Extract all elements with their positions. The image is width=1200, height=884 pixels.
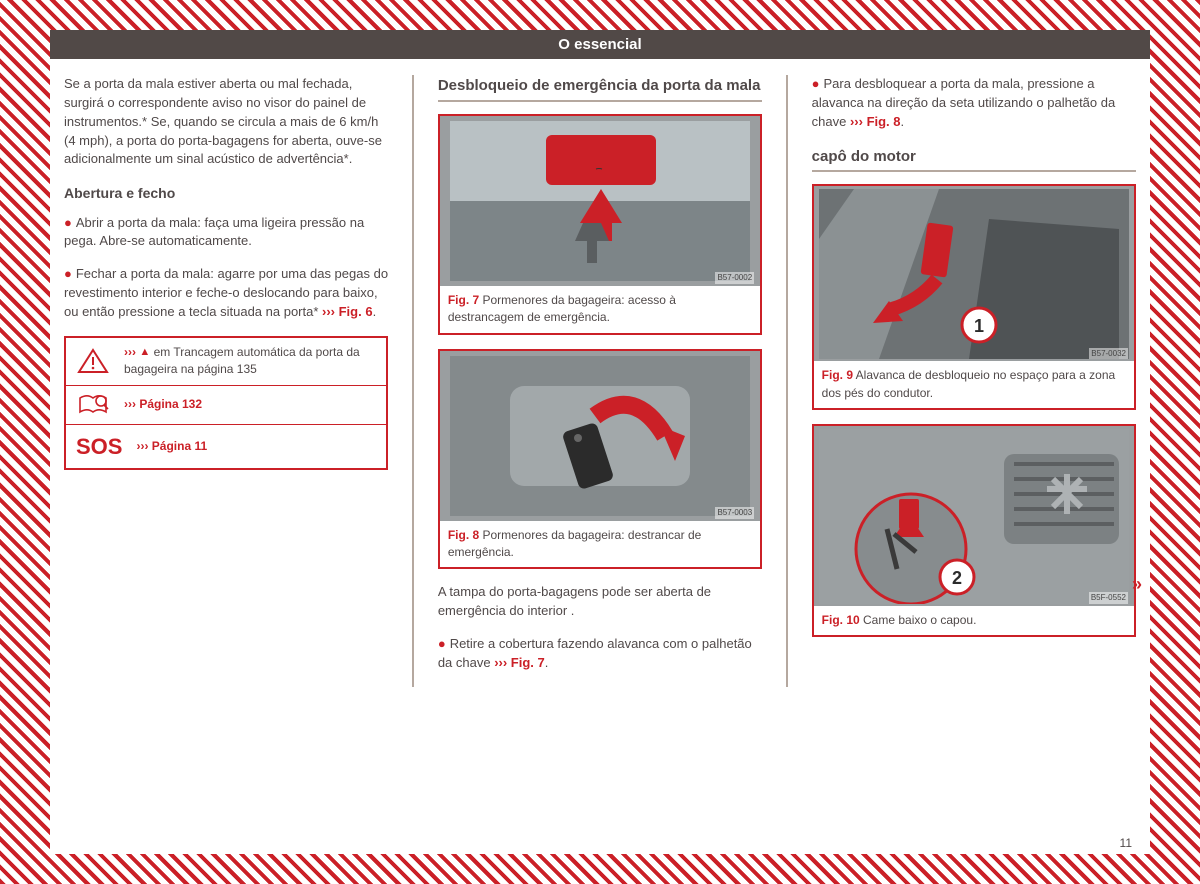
sos-label: SOS bbox=[76, 431, 122, 463]
fig10-illustration: 2 bbox=[819, 429, 1129, 604]
figure-9-caption: Fig. 9 Alavanca de desbloqueio no espaço… bbox=[814, 361, 1134, 408]
column-1: Se a porta da mala estiver aberta ou mal… bbox=[64, 75, 388, 687]
svg-text:1: 1 bbox=[974, 316, 984, 336]
figure-7-image: B57-0002 bbox=[440, 116, 760, 286]
figure-10-image: 2 B5F-0552 bbox=[814, 426, 1134, 606]
figure-code: B57-0032 bbox=[1089, 348, 1128, 360]
ref-text: ››› Página 11 bbox=[136, 438, 207, 455]
bullet-item: ●Fechar a porta da mala: agarre por uma … bbox=[64, 265, 388, 322]
fig9-illustration: 1 bbox=[819, 189, 1129, 359]
bullet-item: ●Abrir a porta da mala: faça uma ligeira… bbox=[64, 214, 388, 252]
figure-8-image: B57-0003 bbox=[440, 351, 760, 521]
column-2: Desbloqueio de emergência da porta da ma… bbox=[438, 75, 762, 687]
period: . bbox=[373, 304, 377, 319]
figure-7: B57-0002 Fig. 7 Pormenores da bagageira:… bbox=[438, 114, 762, 335]
figure-code: B57-0003 bbox=[715, 507, 754, 519]
figure-10: 2 B5F-0552 Fig. 10 Came baixo o capou. bbox=[812, 424, 1136, 637]
column-divider bbox=[786, 75, 788, 687]
ref-row-sos: SOS ››› Página 11 bbox=[66, 424, 386, 469]
warning-icon bbox=[76, 348, 110, 374]
book-icon bbox=[76, 392, 110, 418]
figure-8: B57-0003 Fig. 8 Pormenores da bagageira:… bbox=[438, 349, 762, 570]
figure-7-caption: Fig. 7 Pormenores da bagageira: acesso à… bbox=[440, 286, 760, 333]
figure-code: B57-0002 bbox=[715, 272, 754, 284]
bullet-text: Retire a cobertura fazendo alavanca com … bbox=[438, 636, 752, 670]
page-number: 11 bbox=[1120, 836, 1132, 850]
bullet-icon: ● bbox=[64, 215, 72, 230]
ref-text: ››› ▲ em Trancagem automática da porta d… bbox=[124, 344, 376, 379]
bullet-item: ●Para desbloquear a porta da mala, press… bbox=[812, 75, 1136, 132]
figure-reference: ››› Fig. 7 bbox=[494, 655, 545, 670]
figure-10-caption: Fig. 10 Came baixo o capou. bbox=[814, 606, 1134, 635]
fig8-illustration bbox=[450, 356, 750, 516]
figure-code: B5F-0552 bbox=[1089, 592, 1128, 604]
bullet-item: ●Retire a cobertura fazendo alavanca com… bbox=[438, 635, 762, 673]
section-heading-capo: capô do motor bbox=[812, 146, 1136, 173]
page-title-bar: O essencial bbox=[50, 30, 1150, 59]
reference-box: ››› ▲ em Trancagem automática da porta d… bbox=[64, 336, 388, 471]
subheading-abertura: Abertura e fecho bbox=[64, 183, 388, 203]
fig7-illustration bbox=[450, 121, 750, 281]
bullet-icon: ● bbox=[812, 76, 820, 91]
figure-reference: ››› Fig. 8 bbox=[850, 114, 901, 129]
ref-text: ››› Página 132 bbox=[124, 396, 202, 413]
bullet-icon: ● bbox=[64, 266, 72, 281]
ref-row-warning: ››› ▲ em Trancagem automática da porta d… bbox=[66, 338, 386, 385]
column-layout: Se a porta da mala estiver aberta ou mal… bbox=[50, 75, 1150, 687]
svg-text:2: 2 bbox=[952, 568, 962, 588]
section-heading-desbloqueio: Desbloqueio de emergência da porta da ma… bbox=[438, 75, 762, 102]
period: . bbox=[545, 655, 549, 670]
period: . bbox=[901, 114, 905, 129]
intro-paragraph: Se a porta da mala estiver aberta ou mal… bbox=[64, 75, 388, 169]
figure-8-caption: Fig. 8 Pormenores da bagageira: destranc… bbox=[440, 521, 760, 568]
bullet-icon: ● bbox=[438, 636, 446, 651]
ref-row-manual: ››› Página 132 bbox=[66, 385, 386, 424]
column-divider bbox=[412, 75, 414, 687]
figure-9: 1 B57-0032 Fig. 9 Alavanca de desbloquei… bbox=[812, 184, 1136, 410]
figure-reference: ››› Fig. 6 bbox=[322, 304, 373, 319]
column-3: ●Para desbloquear a porta da mala, press… bbox=[812, 75, 1136, 687]
continuation-marker: » bbox=[1132, 571, 1142, 597]
paragraph: A tampa do porta-bagagens pode ser abert… bbox=[438, 583, 762, 621]
figure-9-image: 1 B57-0032 bbox=[814, 186, 1134, 361]
bullet-text: Abrir a porta da mala: faça uma ligeira … bbox=[64, 215, 364, 249]
page-content: O essencial Se a porta da mala estiver a… bbox=[50, 30, 1150, 854]
